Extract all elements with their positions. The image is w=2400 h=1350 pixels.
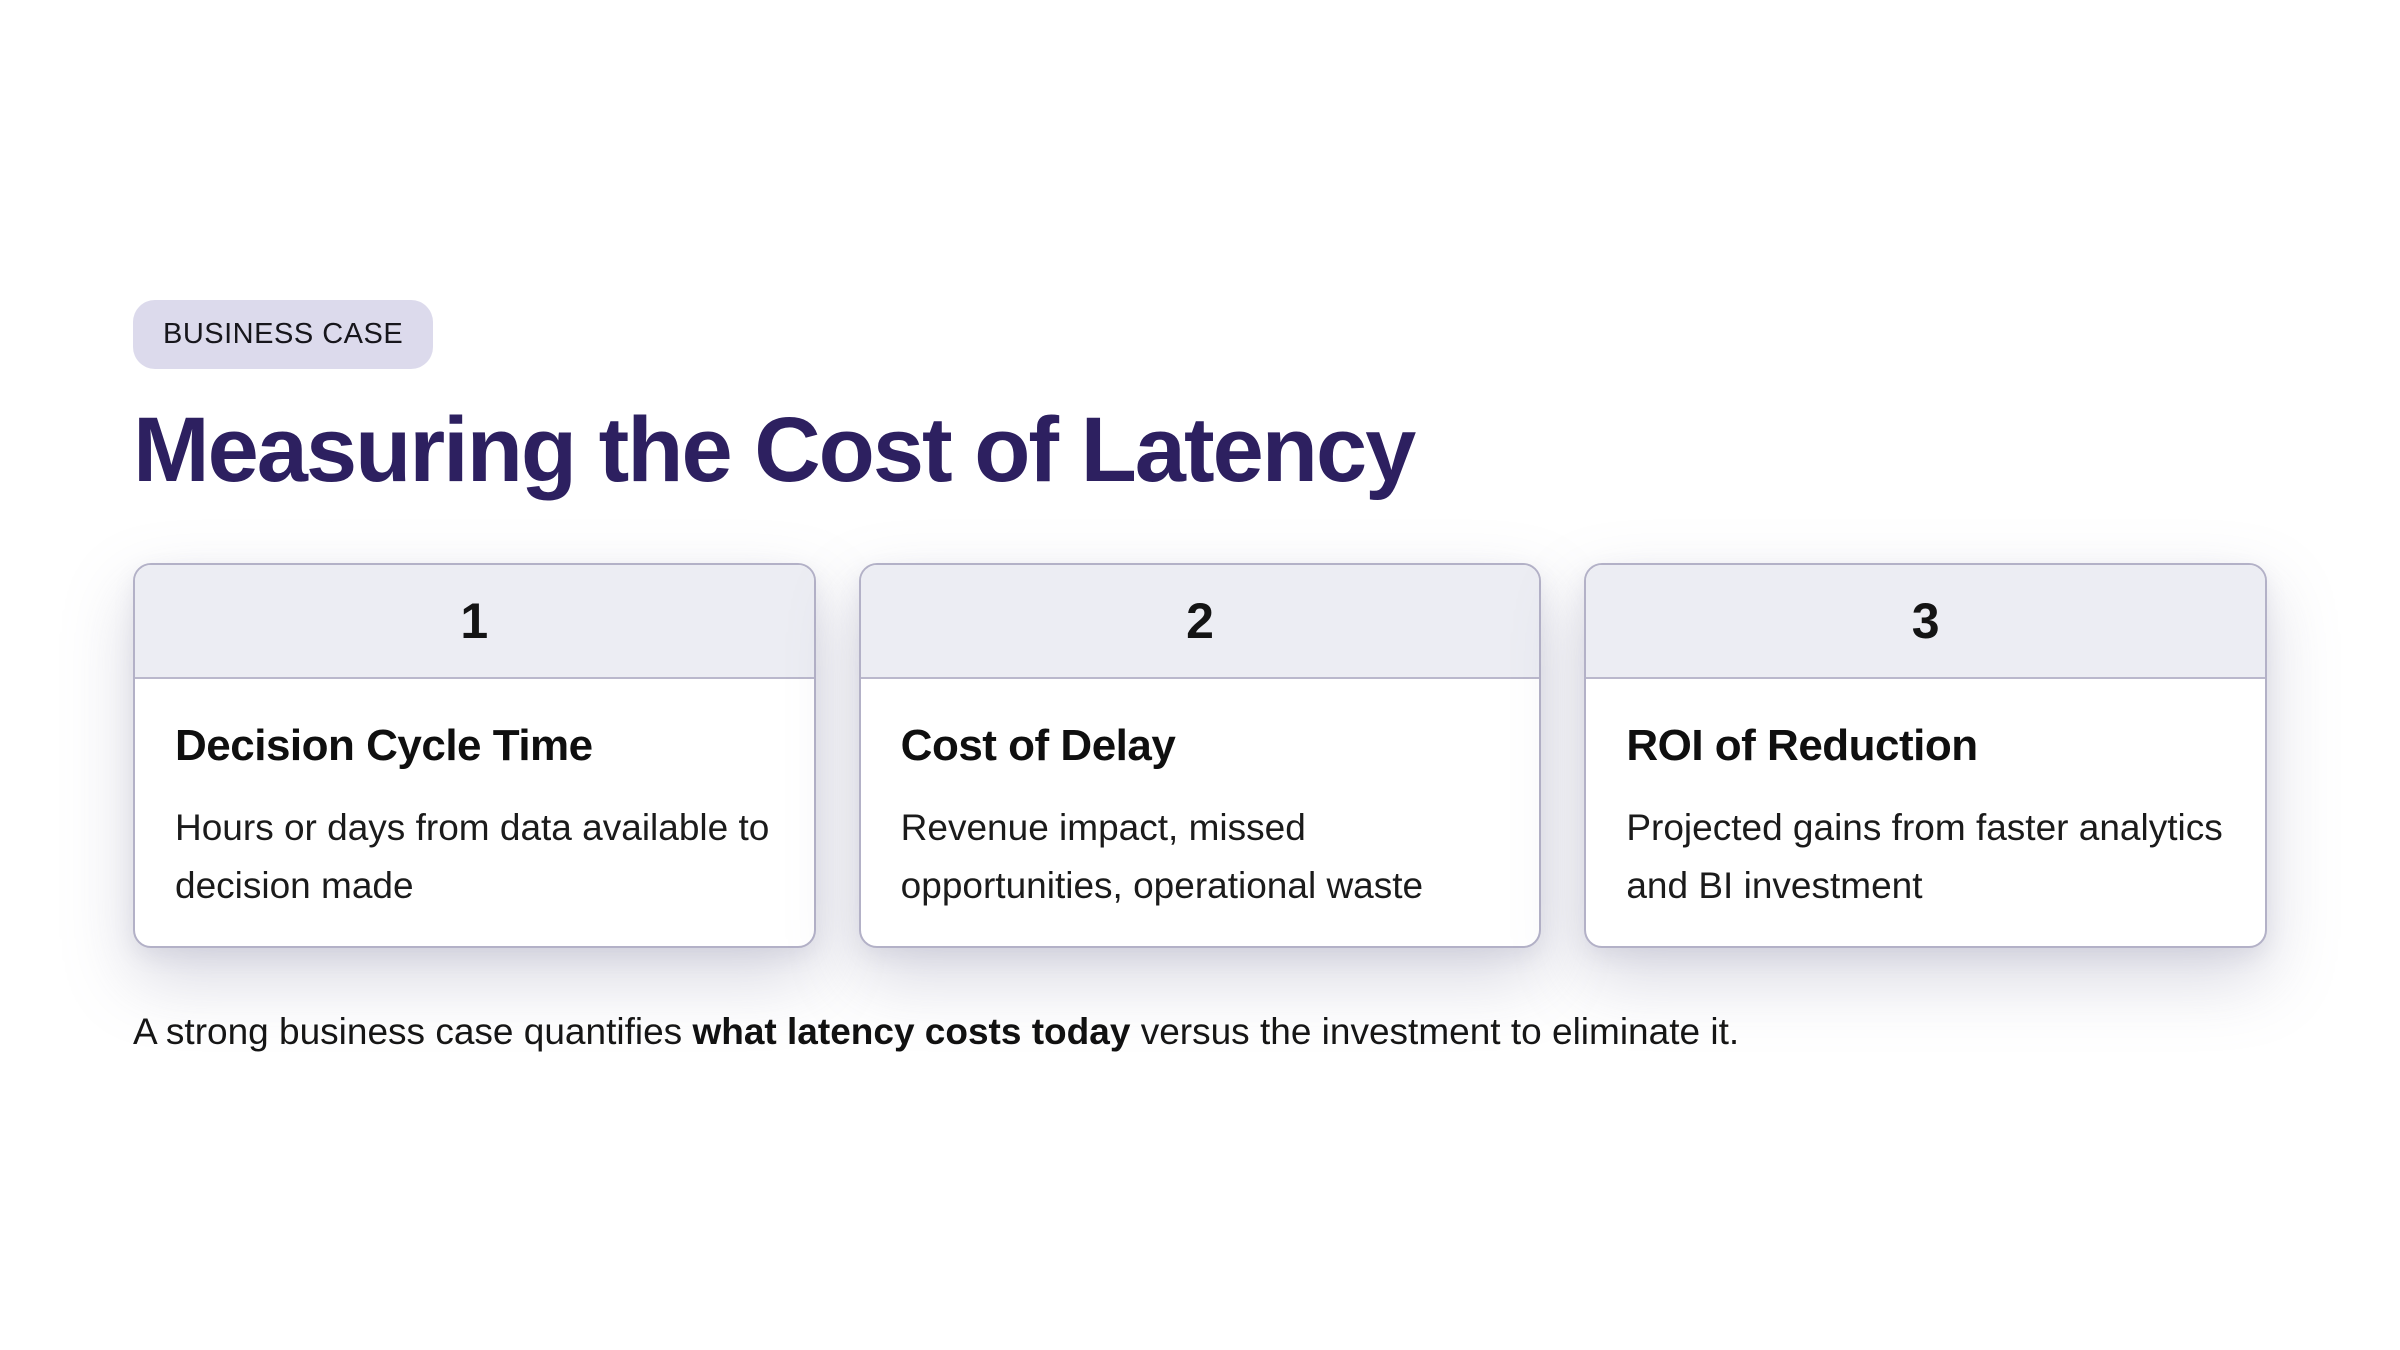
card-body: ROI of Reduction Projected gains from fa… (1586, 679, 2265, 915)
card-title: Decision Cycle Time (175, 720, 593, 770)
card-body: Cost of Delay Revenue impact, missed opp… (861, 679, 1540, 915)
card-title: Cost of Delay (900, 720, 1176, 770)
cards-row: 1 Decision Cycle Time Hours or days from… (133, 562, 2268, 948)
card-number: 1 (135, 564, 814, 679)
footer-note-prefix: A strong business case quantifies (133, 1010, 693, 1052)
card-number: 2 (860, 564, 1540, 679)
card-description: Hours or days from data available to dec… (175, 806, 770, 906)
card-title: ROI of Reduction (1626, 720, 1978, 770)
page-title: Measuring the Cost of Latency (133, 399, 1416, 501)
business-case-badge: BUSINESS CASE (133, 300, 434, 369)
card-roi-of-reduction: 3 ROI of Reduction Projected gains from … (1584, 562, 2268, 948)
card-number: 3 (1586, 564, 2266, 679)
card-decision-cycle-time: 1 Decision Cycle Time Hours or days from… (133, 562, 816, 948)
card-description: Projected gains from faster analytics an… (1626, 806, 2223, 906)
footer-note-bold: what latency costs today (692, 1010, 1131, 1052)
footer-note: A strong business case quantifies what l… (133, 1006, 2267, 1058)
card-cost-of-delay: 2 Cost of Delay Revenue impact, missed o… (858, 562, 1542, 948)
card-description: Revenue impact, missed opportunities, op… (900, 806, 1424, 906)
card-body: Decision Cycle Time Hours or days from d… (135, 679, 814, 915)
footer-note-suffix: versus the investment to eliminate it. (1130, 1010, 1740, 1052)
